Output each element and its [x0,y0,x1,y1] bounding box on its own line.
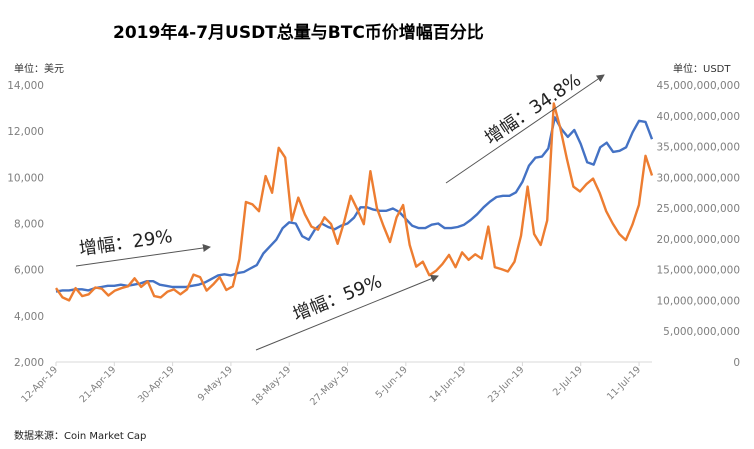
x-axis-tick-label: 30-Apr-19 [136,364,177,405]
left-axis-tick-label: 10,000 [7,172,44,184]
left-axis-tick-label: 4,000 [14,311,44,323]
right-axis-unit: 单位：USDT [673,62,731,75]
left-axis-tick-label: 8,000 [14,219,44,231]
chart-title: 2019年4-7月USDT总量与BTC币价增幅百分比 [113,22,484,43]
right-axis-tick-label: 5,000,000,000 [663,326,740,338]
left-axis-unit: 单位：美元 [14,62,64,75]
x-axis-tick-label: 2-Jul-19 [551,364,585,398]
x-axis-tick-label: 18-May-19 [250,364,293,407]
right-axis-tick-label: 10,000,000,000 [657,295,741,307]
right-axis-tick-label: 35,000,000,000 [657,142,741,154]
left-axis-tick-label: 12,000 [7,126,44,138]
left-axis-tick-label: 14,000 [7,80,44,92]
annotation-label-3: 增幅：34.8% [481,70,585,150]
right-axis-tick-label: 25,000,000,000 [657,203,741,215]
x-axis-tick-label: 14-Jun-19 [428,364,469,405]
annotation-arrow-2 [255,274,439,351]
right-axis-tick-label: 40,000,000,000 [657,111,741,123]
right-axis-tick-label: 15,000,000,000 [657,265,741,277]
right-axis-tick-label: 20,000,000,000 [657,234,741,246]
x-axis-tick-label: 11-Jul-19 [605,364,643,402]
x-axis-tick-label: 5-Jun-19 [374,364,410,400]
annotation-arrow-3 [445,74,605,184]
x-axis-tick-label: 21-Apr-19 [78,364,119,405]
right-axis-tick-label: 30,000,000,000 [657,172,741,184]
x-axis: 12-Apr-19 21-Apr-19 30-Apr-19 9-May-19 18-Ma… [19,362,643,408]
x-axis-tick-label: 27-May-19 [308,364,351,407]
x-axis-tick-label: 12-Apr-19 [19,364,60,405]
annotation-label-2: 增幅：59% [290,271,385,326]
right-axis: 0 5,000,000,000 10,000,000,000 15,000,000,0… [657,80,741,369]
x-axis-tick-label: 23-Jun-19 [486,364,527,405]
left-axis: 2,000 4,000 6,000 8,000 10,000 12,000 14,000 [7,80,44,369]
right-axis-tick-label: 45,000,000,000 [657,80,741,92]
left-axis-tick-label: 6,000 [14,265,44,277]
usdt-supply-line [55,102,654,302]
annotation-arrow-1 [75,244,211,267]
right-axis-tick-label: 0 [733,357,740,369]
data-source: 数据来源：Coin Market Cap [14,429,146,442]
left-axis-tick-label: 2,000 [14,357,44,369]
annotation-label-1: 增幅：29% [78,226,174,260]
x-axis-tick-label: 9-May-19 [196,364,235,403]
